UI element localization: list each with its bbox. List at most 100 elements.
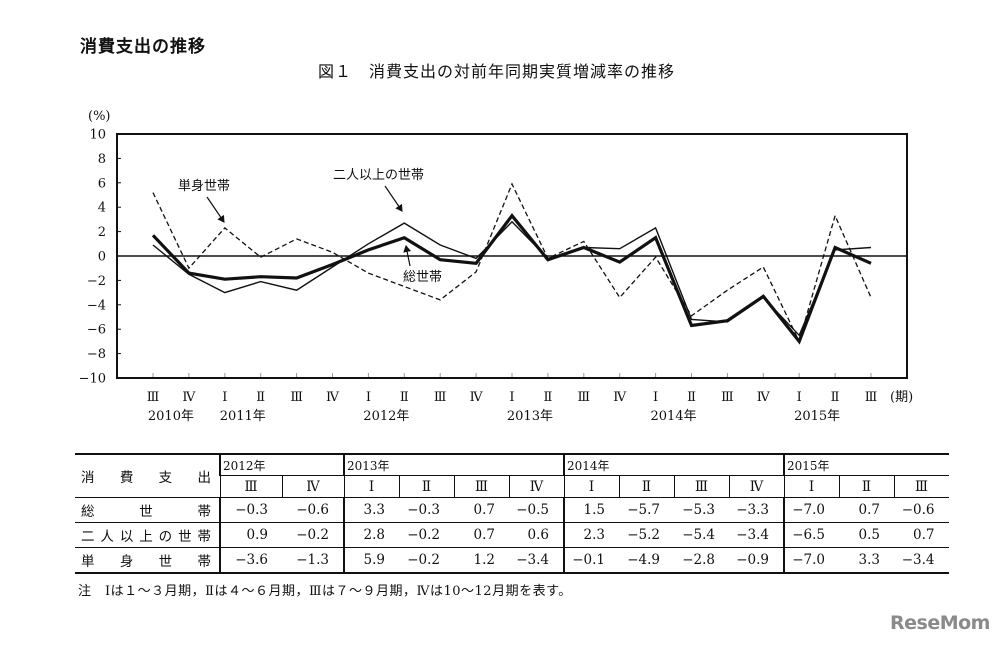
table-cell: −0.3 (399, 497, 454, 523)
y-tick-label: 10 (89, 128, 106, 143)
x-tick-label: Ⅰ (366, 390, 371, 405)
annotation-total: 総世帯 (403, 270, 442, 285)
page-heading: 消費支出の推移 (80, 37, 206, 57)
table-cell: −3.3 (729, 497, 784, 523)
quarter-header: Ⅳ (508, 475, 564, 498)
table-cell: 1.5 (563, 497, 619, 523)
table-cell: 0.7 (839, 497, 894, 523)
line-chart: (%) 10 8 6 4 2 0 −2 −4 −6 −8 −10 Ⅲ Ⅳ Ⅰ Ⅱ Ⅲ Ⅳ Ⅰ Ⅱ Ⅲ Ⅳ Ⅰ Ⅱ Ⅲ Ⅳ Ⅰ Ⅱ Ⅲ Ⅳ… (79, 109, 914, 424)
quarter-header: Ⅱ (838, 475, 894, 498)
table-cell: −5.4 (674, 522, 729, 548)
table-cell: −7.0 (783, 497, 839, 523)
y-tick-label: −4 (87, 298, 106, 313)
figure-title: 図１ 消費支出の対前年同期実質増減率の推移 (318, 62, 676, 81)
annotation-arrow-two-plus (384, 185, 403, 212)
y-tick-label: 0 (98, 250, 106, 265)
quarter-header: Ⅲ (219, 475, 282, 498)
y-tick-label: −8 (87, 347, 106, 362)
table-cell: −0.5 (509, 497, 564, 523)
x-tick-label: Ⅰ (509, 390, 514, 405)
table-cell: −4.9 (619, 547, 674, 574)
annotation-single: 単身世帯 (178, 178, 230, 194)
x-year-label: 2011年 (220, 409, 266, 424)
table-cell: 3.3 (839, 547, 894, 574)
table-cell: 0.7 (894, 522, 949, 548)
x-tick-label: Ⅲ (721, 390, 734, 405)
table-cell: −0.6 (894, 497, 949, 523)
quarter-header: Ⅲ (673, 475, 729, 498)
year-header: 2012年 (219, 453, 344, 476)
x-year-label: 2015年 (794, 409, 840, 424)
table-cell: 0.7 (454, 497, 509, 523)
x-tick-label: Ⅳ (182, 390, 196, 405)
table-cell: −5.2 (619, 522, 674, 548)
series-line-thin (152, 220, 872, 337)
table-cell: 0.6 (509, 522, 564, 548)
quarter-header: Ⅳ (281, 475, 344, 498)
row-label: 二人以上の世帯 (75, 522, 220, 548)
data-table: 消 費 支 出 2012年 2013年 2014年 2015年 Ⅲ Ⅳ Ⅰ Ⅱ Ⅲ Ⅳ Ⅰ Ⅱ Ⅲ Ⅳ Ⅰ Ⅱ Ⅲ… (75, 453, 949, 574)
x-tick-label: Ⅰ (797, 390, 802, 405)
quarter-header: Ⅲ (453, 475, 509, 498)
table-row: 二人以上の世帯 0.9 −0.2 2.8 −0.2 0.7 0.6 2.3 −5.2 −5.4 −3… (75, 522, 949, 548)
y-tick-label: 4 (98, 201, 106, 216)
series-line-thick (151, 213, 872, 345)
year-header: 2013年 (343, 453, 564, 476)
x-tick-label: Ⅱ (687, 390, 696, 405)
table-cell: −3.6 (219, 547, 282, 574)
y-tick-label: −6 (87, 323, 106, 338)
annotation-two-plus: 二人以上の世帯 (333, 168, 424, 183)
x-year-label: 2014年 (651, 409, 697, 424)
table-cell: −0.2 (399, 547, 454, 574)
table-cell: −0.1 (563, 547, 619, 574)
x-tick-label: Ⅲ (865, 390, 878, 405)
table-cell: 2.3 (563, 522, 619, 548)
quarter-header: Ⅰ (343, 475, 399, 498)
x-tick-label: Ⅱ (256, 390, 265, 405)
x-tick-label: Ⅲ (578, 390, 591, 405)
table-cell: −0.2 (399, 522, 454, 548)
y-tick-label: 2 (98, 225, 106, 240)
table-cell: 5.9 (343, 547, 399, 574)
x-tick-label: Ⅳ (326, 390, 340, 405)
x-year-label: 2012年 (363, 409, 409, 424)
series-lines (151, 182, 872, 345)
x-tick-label: Ⅰ (222, 390, 227, 405)
table-cell: −3.4 (509, 547, 564, 574)
table-cell: −5.3 (674, 497, 729, 523)
x-axis-unit-label: (期) (890, 390, 913, 405)
table-cell: 2.8 (343, 522, 399, 548)
year-header: 2015年 (783, 453, 949, 476)
table-cell: −3.4 (729, 522, 784, 548)
table-cell: −7.0 (783, 547, 839, 574)
x-tick-label: Ⅱ (831, 390, 840, 405)
series-line-dashed (152, 182, 872, 344)
annotation-arrow-single (206, 196, 225, 223)
row-label: 単 身 世 帯 (75, 547, 220, 574)
table-cell: −0.3 (219, 497, 282, 523)
x-year-label: 2010年 (148, 409, 194, 424)
x-axis: Ⅲ Ⅳ Ⅰ Ⅱ Ⅲ Ⅳ Ⅰ Ⅱ Ⅲ Ⅳ Ⅰ Ⅱ Ⅲ Ⅳ Ⅰ Ⅱ Ⅲ Ⅳ Ⅰ Ⅱ Ⅲ (期) 2010年 2011年 2012年 2… (147, 373, 913, 424)
x-tick-label: Ⅳ (470, 390, 484, 405)
table-row: 総 世 帯 −0.3 −0.6 3.3 −0.3 0.7 −0.5 1.5 −5.7 −5.3 −3… (75, 497, 949, 523)
chart-annotations: 単身世帯 二人以上の世帯 総世帯 (178, 168, 442, 285)
table-cell: −5.7 (619, 497, 674, 523)
table-cell: −0.6 (282, 497, 344, 523)
y-tick-label: 6 (98, 176, 106, 191)
table-cell: −2.8 (674, 547, 729, 574)
x-tick-label: Ⅳ (757, 390, 771, 405)
y-tick-label: 8 (98, 152, 106, 167)
row-header-title: 消 費 支 出 (75, 453, 220, 498)
table-cell: 0.7 (454, 522, 509, 548)
quarter-header: Ⅱ (618, 475, 674, 498)
x-tick-label: Ⅱ (543, 390, 552, 405)
x-tick-label: Ⅲ (434, 390, 447, 405)
y-tick-label: −2 (87, 274, 106, 289)
x-tick-label: Ⅲ (147, 390, 160, 405)
row-label: 総 世 帯 (75, 497, 220, 523)
table-cell: −3.4 (894, 547, 949, 574)
table-cell: −0.9 (729, 547, 784, 574)
table-cell: −6.5 (783, 522, 839, 548)
table-cell: 0.5 (839, 522, 894, 548)
x-year-label: 2013年 (507, 409, 553, 424)
